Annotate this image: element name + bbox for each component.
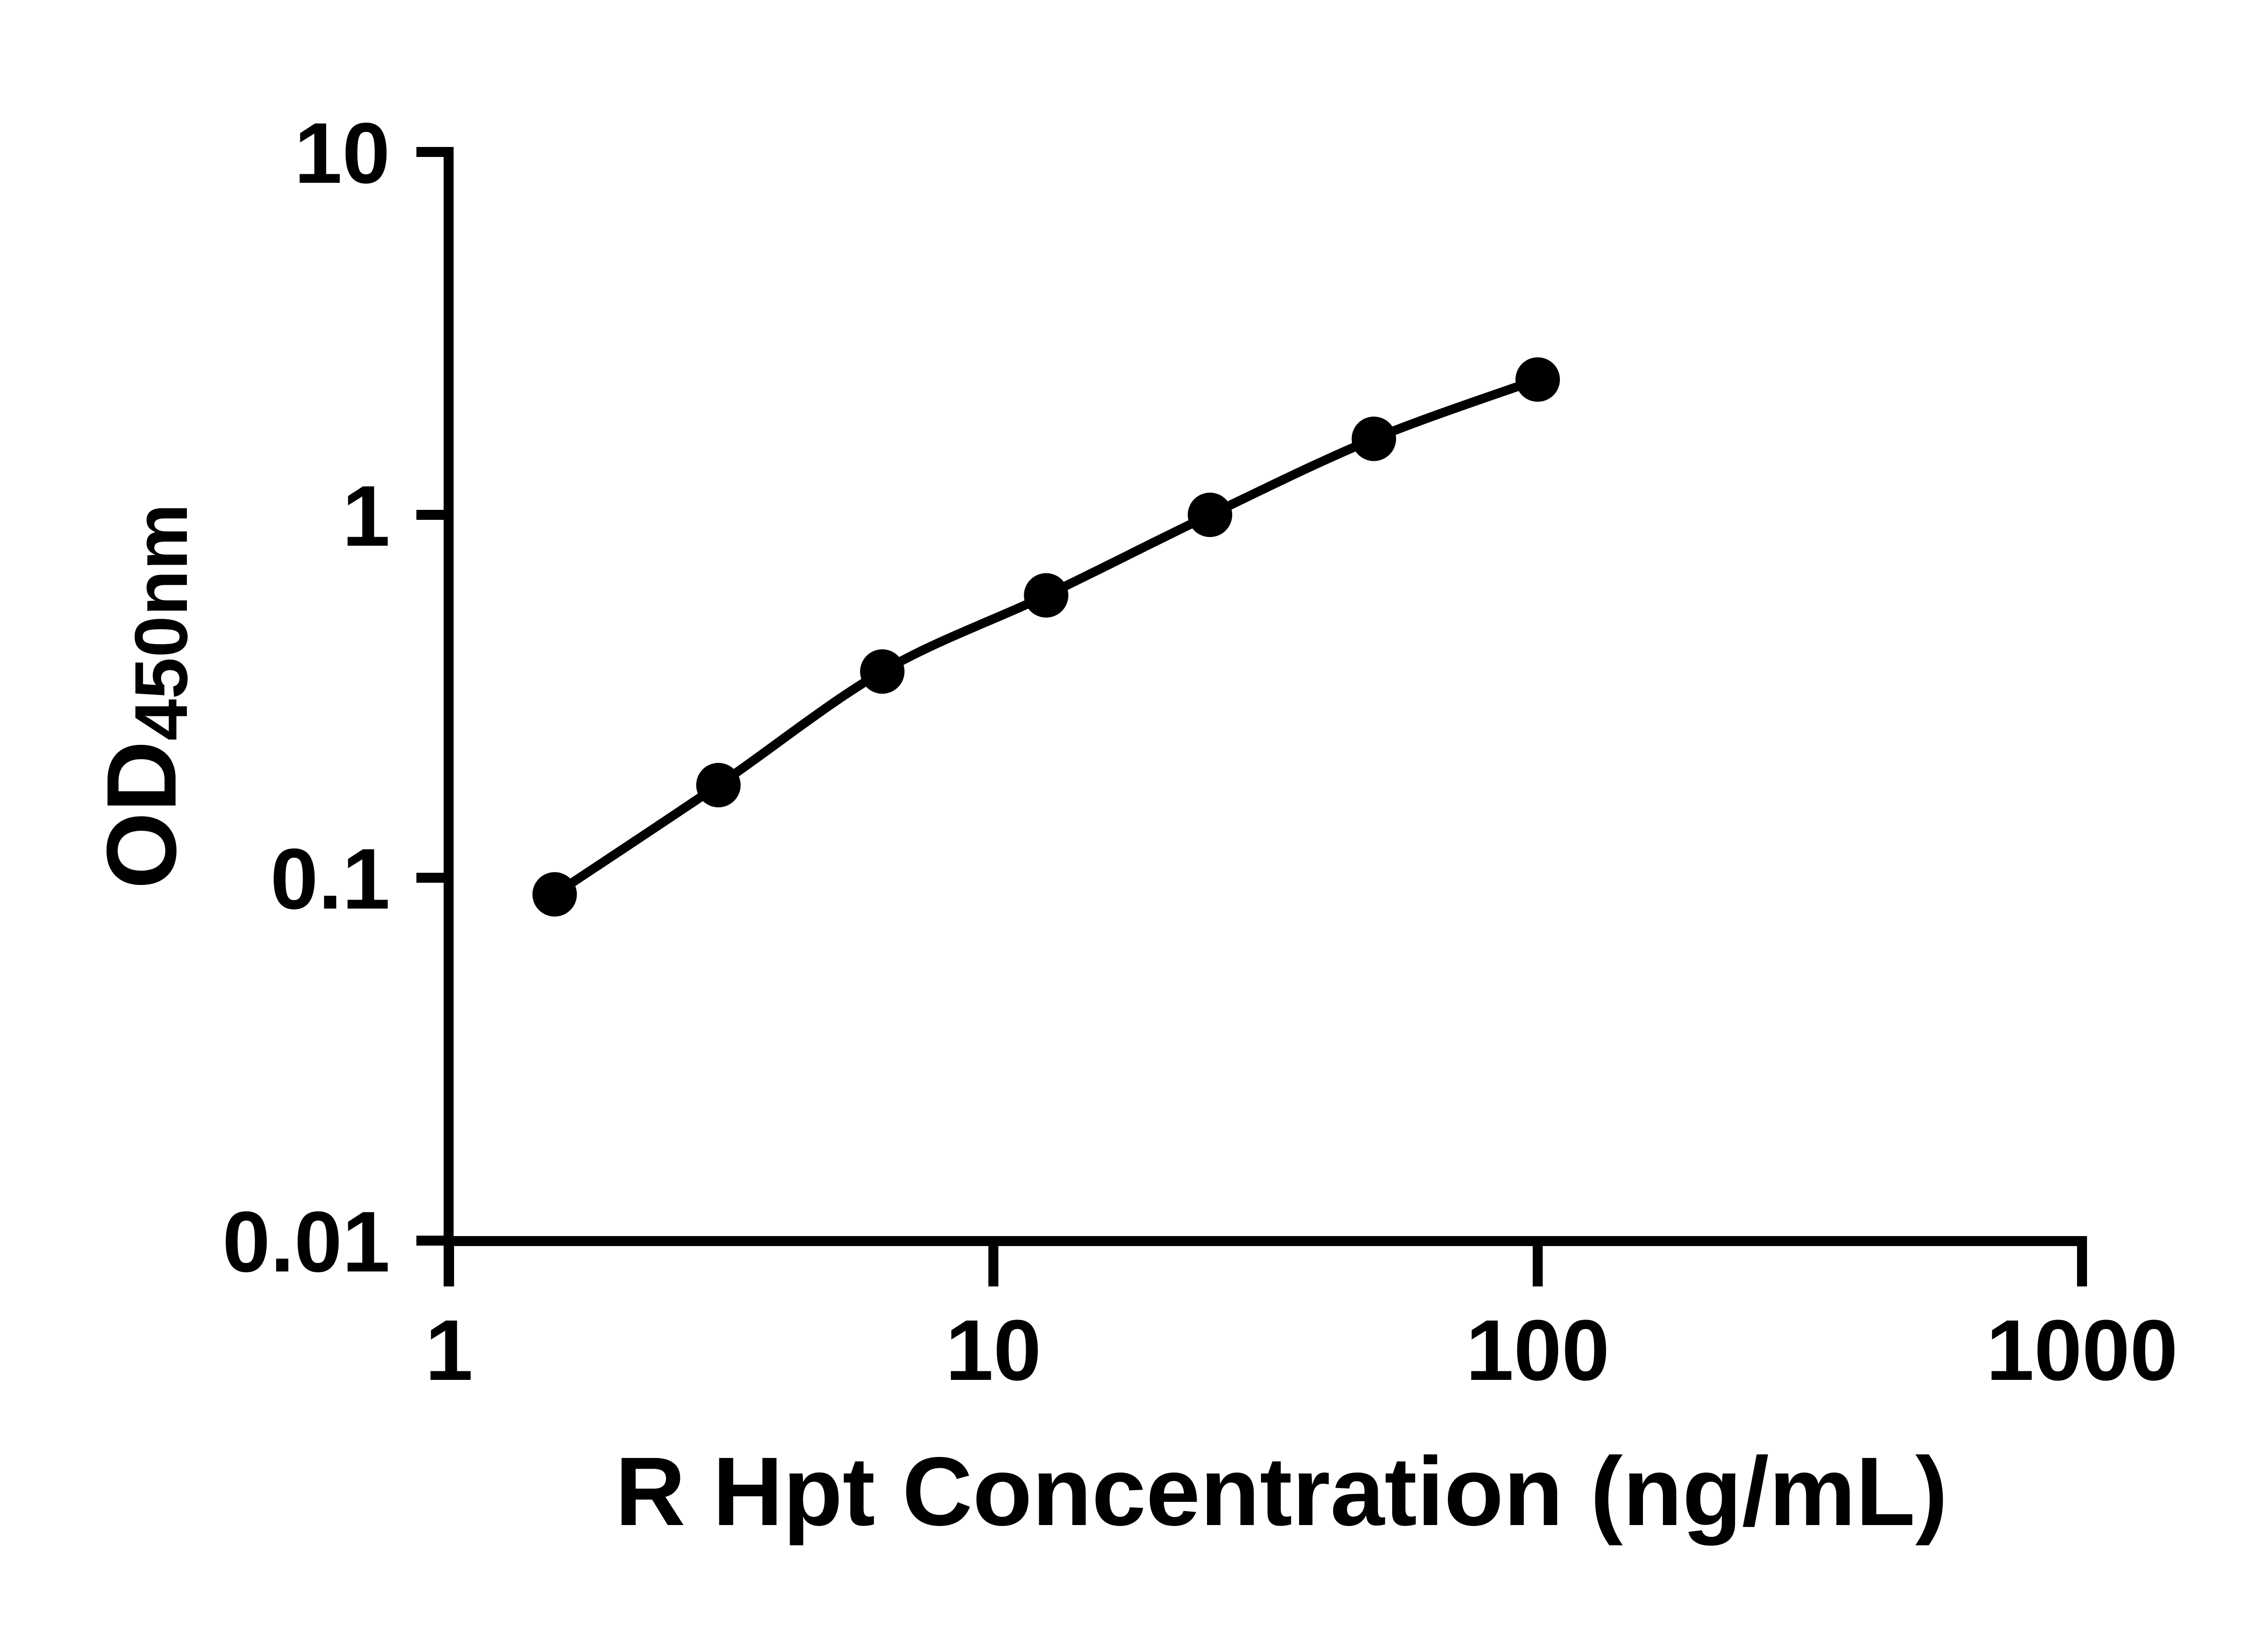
data-point-marker bbox=[860, 649, 905, 694]
y-tick-label: 0.01 bbox=[222, 1194, 390, 1290]
data-point-marker bbox=[696, 763, 741, 807]
x-axis-title: R Hpt Concentration (ng/mL) bbox=[615, 1437, 1948, 1546]
y-tick-labels: 10 1 0.1 0.01 bbox=[222, 105, 390, 1290]
x-ticks bbox=[444, 1236, 2087, 1286]
data-point-marker bbox=[1515, 357, 1560, 402]
y-tick-label: 10 bbox=[294, 105, 390, 201]
y-axis-title-subscript: 450nm bbox=[119, 504, 203, 741]
x-tick-label: 10 bbox=[945, 1302, 1041, 1398]
data-points bbox=[532, 357, 1560, 917]
data-point-marker bbox=[1188, 493, 1232, 537]
y-axis-title-main: OD bbox=[87, 741, 197, 889]
data-point-marker bbox=[532, 872, 577, 917]
y-axis-title: OD450nm bbox=[87, 504, 203, 889]
x-tick-labels: 1 10 100 1000 bbox=[425, 1302, 2178, 1398]
data-point-marker bbox=[1351, 416, 1396, 461]
y-tick-label: 1 bbox=[342, 468, 390, 564]
x-tick-label: 100 bbox=[1466, 1302, 1609, 1398]
x-tick-label: 1 bbox=[425, 1302, 473, 1398]
y-tick-label: 0.1 bbox=[270, 831, 390, 927]
x-tick-label: 1000 bbox=[1986, 1302, 2178, 1398]
curve-line bbox=[550, 375, 1542, 899]
data-point-marker bbox=[1024, 573, 1069, 618]
